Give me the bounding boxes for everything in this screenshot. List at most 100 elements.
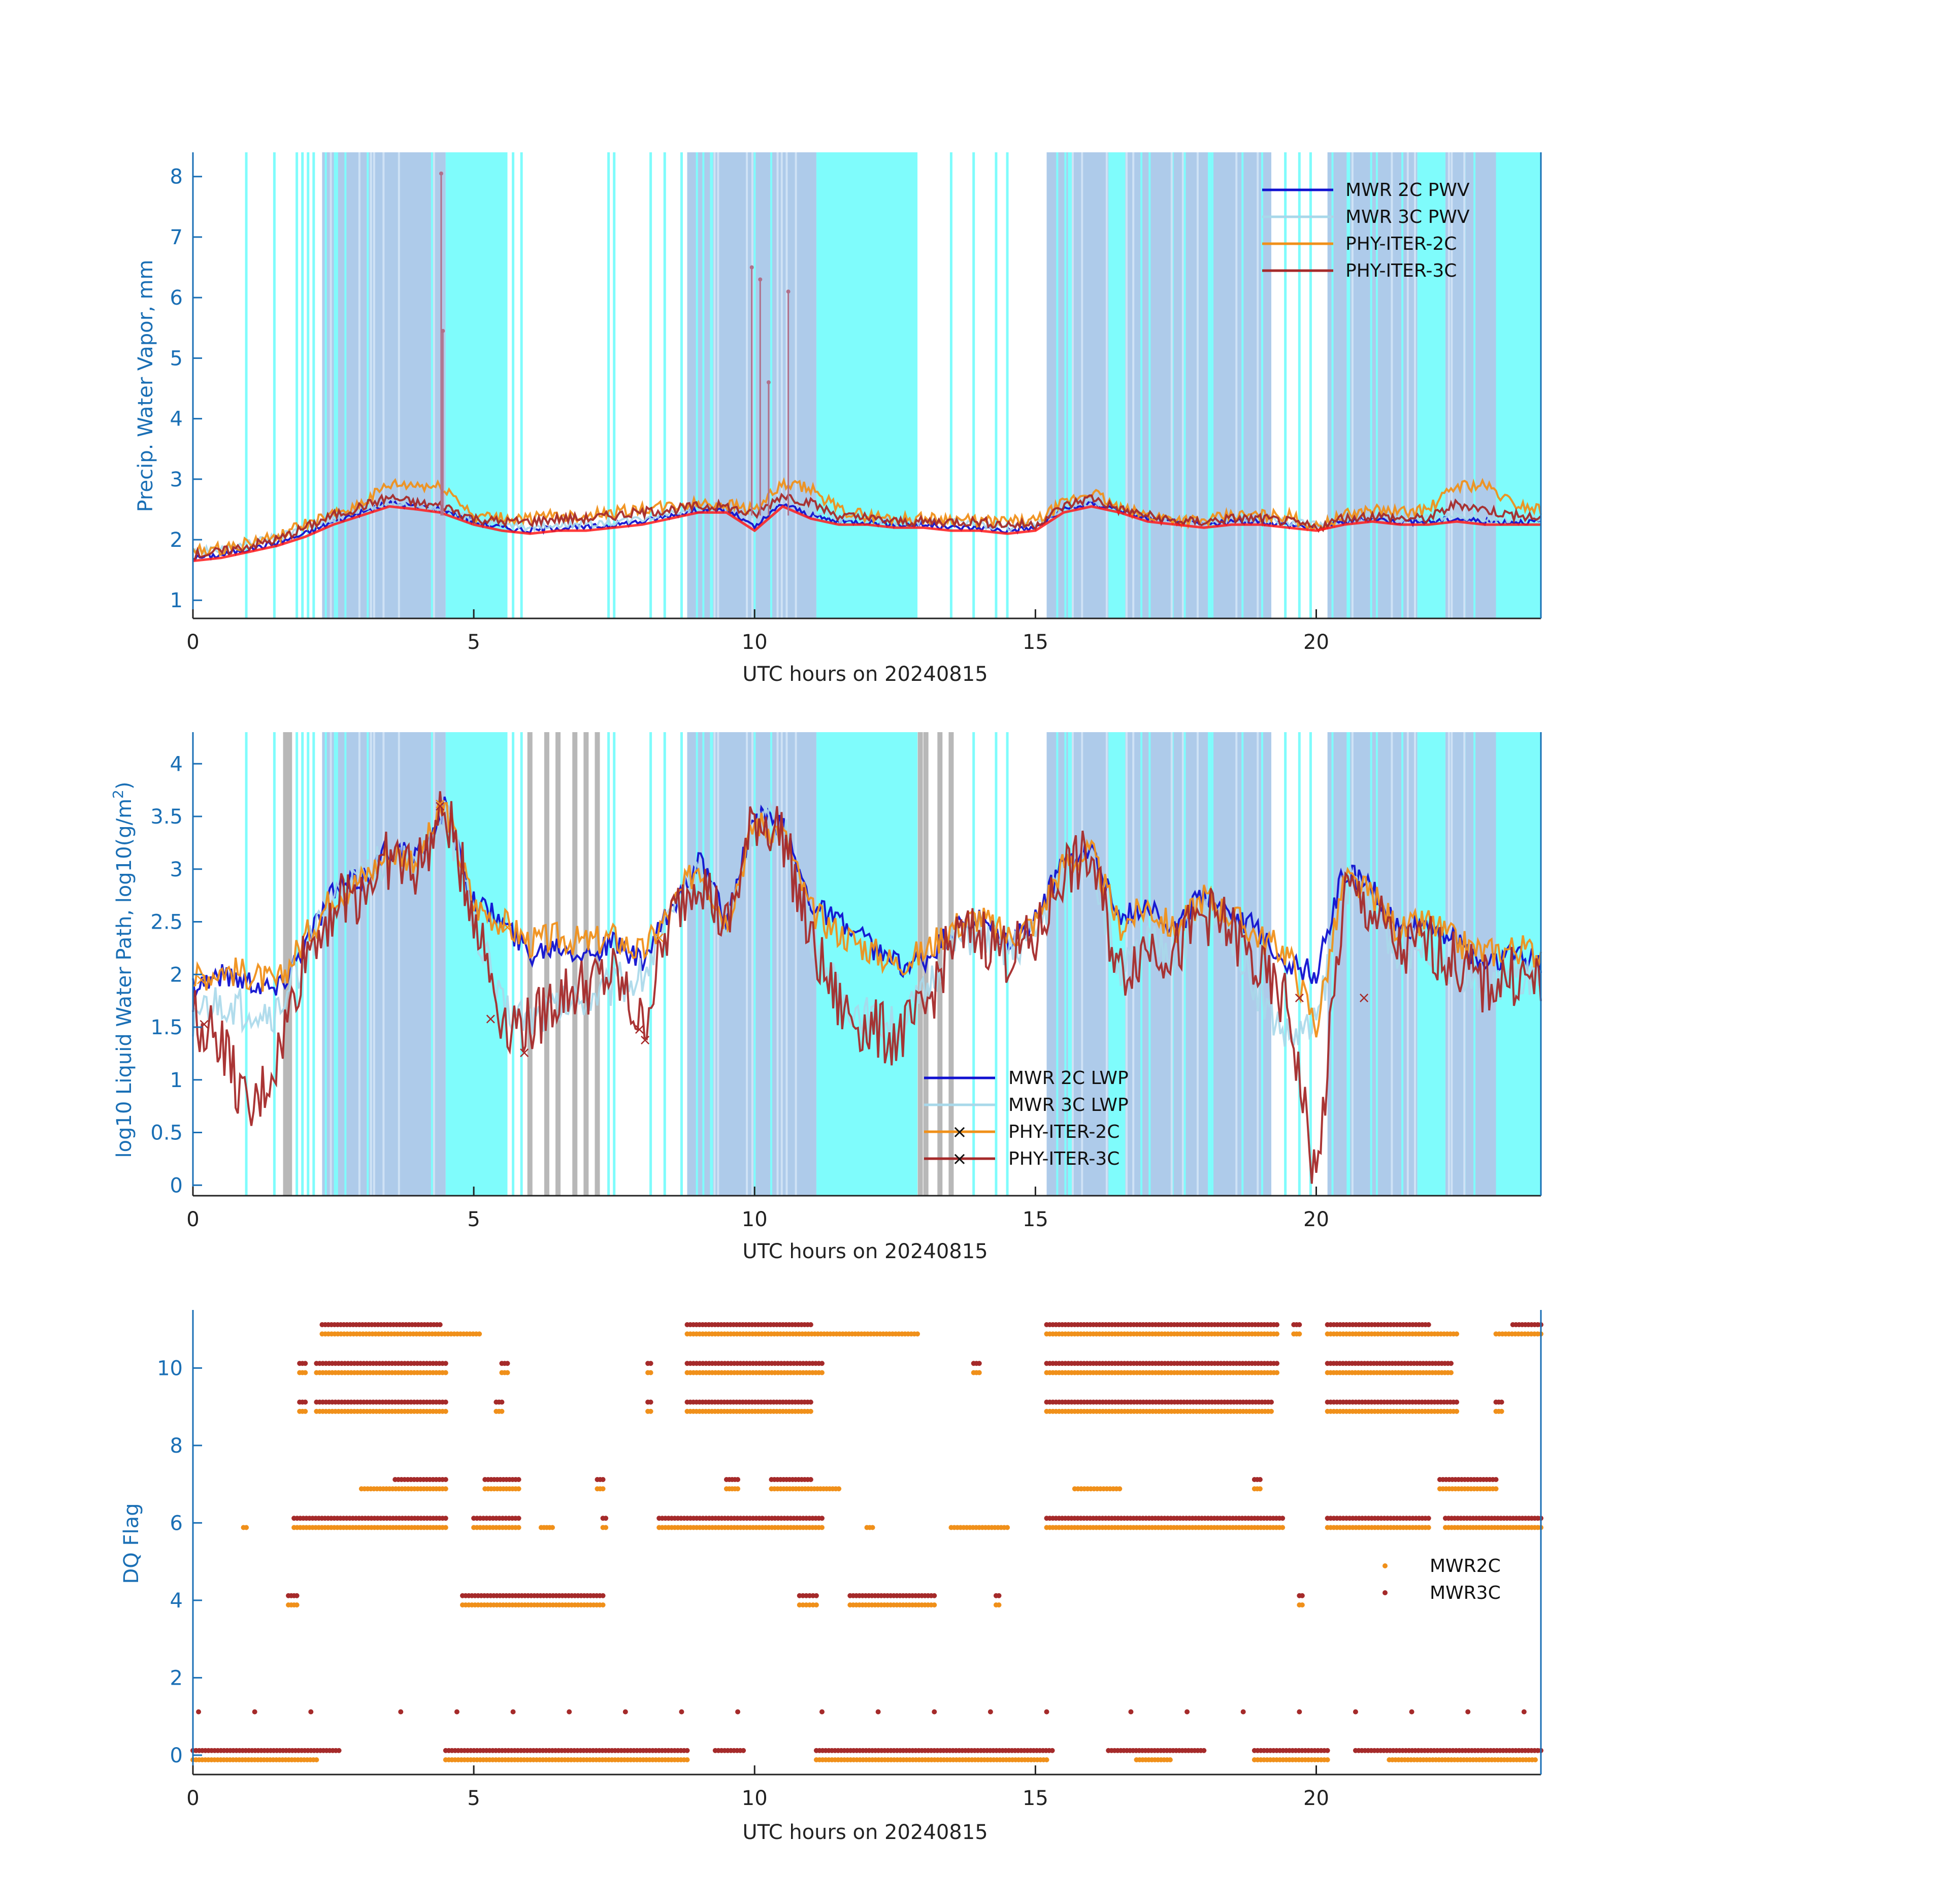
dq-point-1-5-2-2 (499, 1399, 505, 1405)
dq-point-0-6-4-41 (1454, 1331, 1460, 1337)
y-tick-label-1-8: 4 (170, 752, 183, 776)
pwv-plot-body: 0 5 10 15 20 1 2 3 4 5 6 7 8 (170, 152, 1542, 654)
lwp-ylabel-main: log10 Liquid Water Path, log10(g/m (113, 799, 136, 1158)
dq-point-0-0-0-40 (314, 1757, 319, 1763)
dq-point-1-1-14 (1044, 1709, 1049, 1715)
y-tick-label-0-0: 1 (170, 589, 183, 612)
pwv-ylabel: Precip. Water Vapor, mm (134, 260, 157, 512)
dq-point-1-3-3-52 (819, 1516, 825, 1521)
y-tick-label-0-1: 2 (170, 529, 183, 552)
dq-point-0-1-3-27 (932, 1602, 937, 1608)
dq-point-1-5-3-1 (648, 1399, 653, 1405)
dq-point-1-1-15 (1128, 1709, 1134, 1715)
y-tick-label-1-1: 0.5 (150, 1122, 183, 1145)
dq-point-0-4-7-2 (1499, 1408, 1504, 1414)
legend-dot-mwr3c (1383, 1590, 1388, 1595)
dq-point-1-6-5-2 (976, 1361, 982, 1366)
dq-point-0-6-0-50 (477, 1331, 482, 1337)
dq-point-1-1-10 (819, 1709, 825, 1715)
lwp-legend: MWR 2C LWP MWR 3C LWP × PHY-ITER-2C × PH… (924, 1068, 1129, 1169)
phy3c-marker-6: × (1293, 989, 1306, 1007)
dq-point-1-6-4-43 (819, 1361, 825, 1366)
dq-point-0-2-4-1 (603, 1525, 609, 1530)
cyan-shade-band-2 (1108, 152, 1126, 618)
steel-shade-band-5 (1445, 152, 1496, 618)
dq-point-0-0-3-11 (1167, 1757, 1173, 1763)
pwv-xlabel: UTC hours on 20240815 (742, 663, 988, 686)
pwv-spike-point-2 (749, 265, 754, 270)
legend-label-phy3c-lwp: PHY-ITER-3C (1008, 1148, 1120, 1169)
dq-point-1-0-2-9 (741, 1748, 746, 1753)
dq-point-1-1-11 (875, 1709, 881, 1715)
dq-point-0-6-1-74 (915, 1331, 920, 1337)
dq-point-1-6-7-40 (1449, 1361, 1454, 1366)
y-tick-label-1-0: 0 (170, 1174, 183, 1197)
dq-point-1-1-1 (252, 1709, 257, 1715)
phy2c-marker-3: × (653, 929, 666, 947)
y-tick-label-1-3: 1.5 (150, 1016, 183, 1039)
legend-label-mwr3c-dq: MWR3C (1430, 1583, 1501, 1603)
dq-point-0-5-5-2 (976, 1370, 982, 1375)
x-tick-label-2-2: 10 (742, 1787, 768, 1810)
dq-point-0-2-5-52 (819, 1525, 825, 1530)
dq-point-1-1-21 (1465, 1709, 1471, 1715)
dq-point-1-7-1-40 (808, 1322, 813, 1327)
phy3c-marker-4: × (633, 1021, 646, 1038)
dq-point-1-2-4-1 (996, 1593, 1002, 1598)
dq-point-1-4-0-16 (443, 1476, 448, 1482)
legend-dot-mwr2c (1383, 1563, 1388, 1568)
dq-point-1-1-13 (988, 1709, 993, 1715)
dq-point-0-5-4-43 (819, 1370, 825, 1375)
dq-point-0-2-2-14 (516, 1525, 521, 1530)
lwp-ylabel-end: ) (113, 782, 136, 790)
y-tick-label-0-4: 5 (170, 347, 183, 370)
dq-point-1-4-4-13 (808, 1476, 813, 1482)
phy2c-marker-1: × (434, 795, 446, 813)
legend-label-mwr2c-pwv: MWR 2C PWV (1345, 180, 1470, 201)
dq-point-0-4-1-41 (443, 1408, 448, 1414)
dq-point-1-4-5-2 (1257, 1476, 1263, 1482)
dq-point-1-1-4 (454, 1709, 459, 1715)
dq-point-1-2-0-3 (294, 1593, 300, 1598)
dq-point-0-3-2-2 (600, 1486, 606, 1492)
phy3c-marker-7: × (1358, 989, 1370, 1007)
dq-point-1-2-3-27 (932, 1593, 937, 1598)
legend-label-mwr3c-lwp: MWR 3C LWP (1008, 1095, 1129, 1115)
dq-point-1-7-4-32 (1426, 1322, 1431, 1327)
phy3c-marker-2: × (484, 1010, 497, 1028)
dq-point-0-6-3-2 (1297, 1331, 1302, 1337)
dq-point-1-1-12 (932, 1709, 937, 1715)
dq-point-1-4-6-18 (1493, 1476, 1499, 1482)
y-tick-label-1-6: 3 (170, 858, 183, 881)
dq-point-1-4-3-4 (735, 1476, 741, 1482)
series-mwr-3c-lwp (192, 800, 1542, 1047)
x-tick-label-0-1: 5 (467, 631, 480, 654)
dq-point-1-1-17 (1240, 1709, 1246, 1715)
x-tick-label-0-0: 0 (186, 631, 199, 654)
dq-point-1-1-22 (1521, 1709, 1527, 1715)
y-tick-label-0-5: 6 (170, 286, 183, 310)
y-tick-label-1-2: 1 (170, 1069, 183, 1092)
pwv-spike-point-3 (758, 277, 763, 282)
series-mwr-2c-lwp (192, 796, 1542, 997)
dq-point-1-5-0-2 (303, 1399, 308, 1405)
cyan-shade-band-0 (445, 152, 508, 618)
dq-point-0-4-5-72 (1269, 1408, 1274, 1414)
y-tick-label-2-5: 10 (157, 1357, 183, 1380)
dq-point-1-0-1-77 (684, 1748, 690, 1753)
dq-point-1-4-1-11 (516, 1476, 521, 1482)
dq-point-0-3-1-11 (516, 1486, 521, 1492)
y-tick-label-0-2: 3 (170, 468, 183, 491)
dq-point-0-1-4-1 (996, 1602, 1002, 1608)
dq-point-1-3-4-76 (1280, 1516, 1286, 1521)
dq-ylabel: DQ Flag (120, 1503, 143, 1584)
dq-point-1-3-2-1 (603, 1516, 609, 1521)
legend-marker-phy2c-lwp: × (952, 1122, 967, 1142)
y-tick-label-0-6: 7 (170, 226, 183, 249)
series-red-pwv-trace (192, 505, 1541, 563)
series-phy-iter-3c (192, 791, 1542, 1184)
dq-point-1-1-7 (622, 1709, 628, 1715)
x-tick-label-0-2: 10 (742, 631, 768, 654)
dq-point-0-3-7-18 (1493, 1486, 1499, 1492)
